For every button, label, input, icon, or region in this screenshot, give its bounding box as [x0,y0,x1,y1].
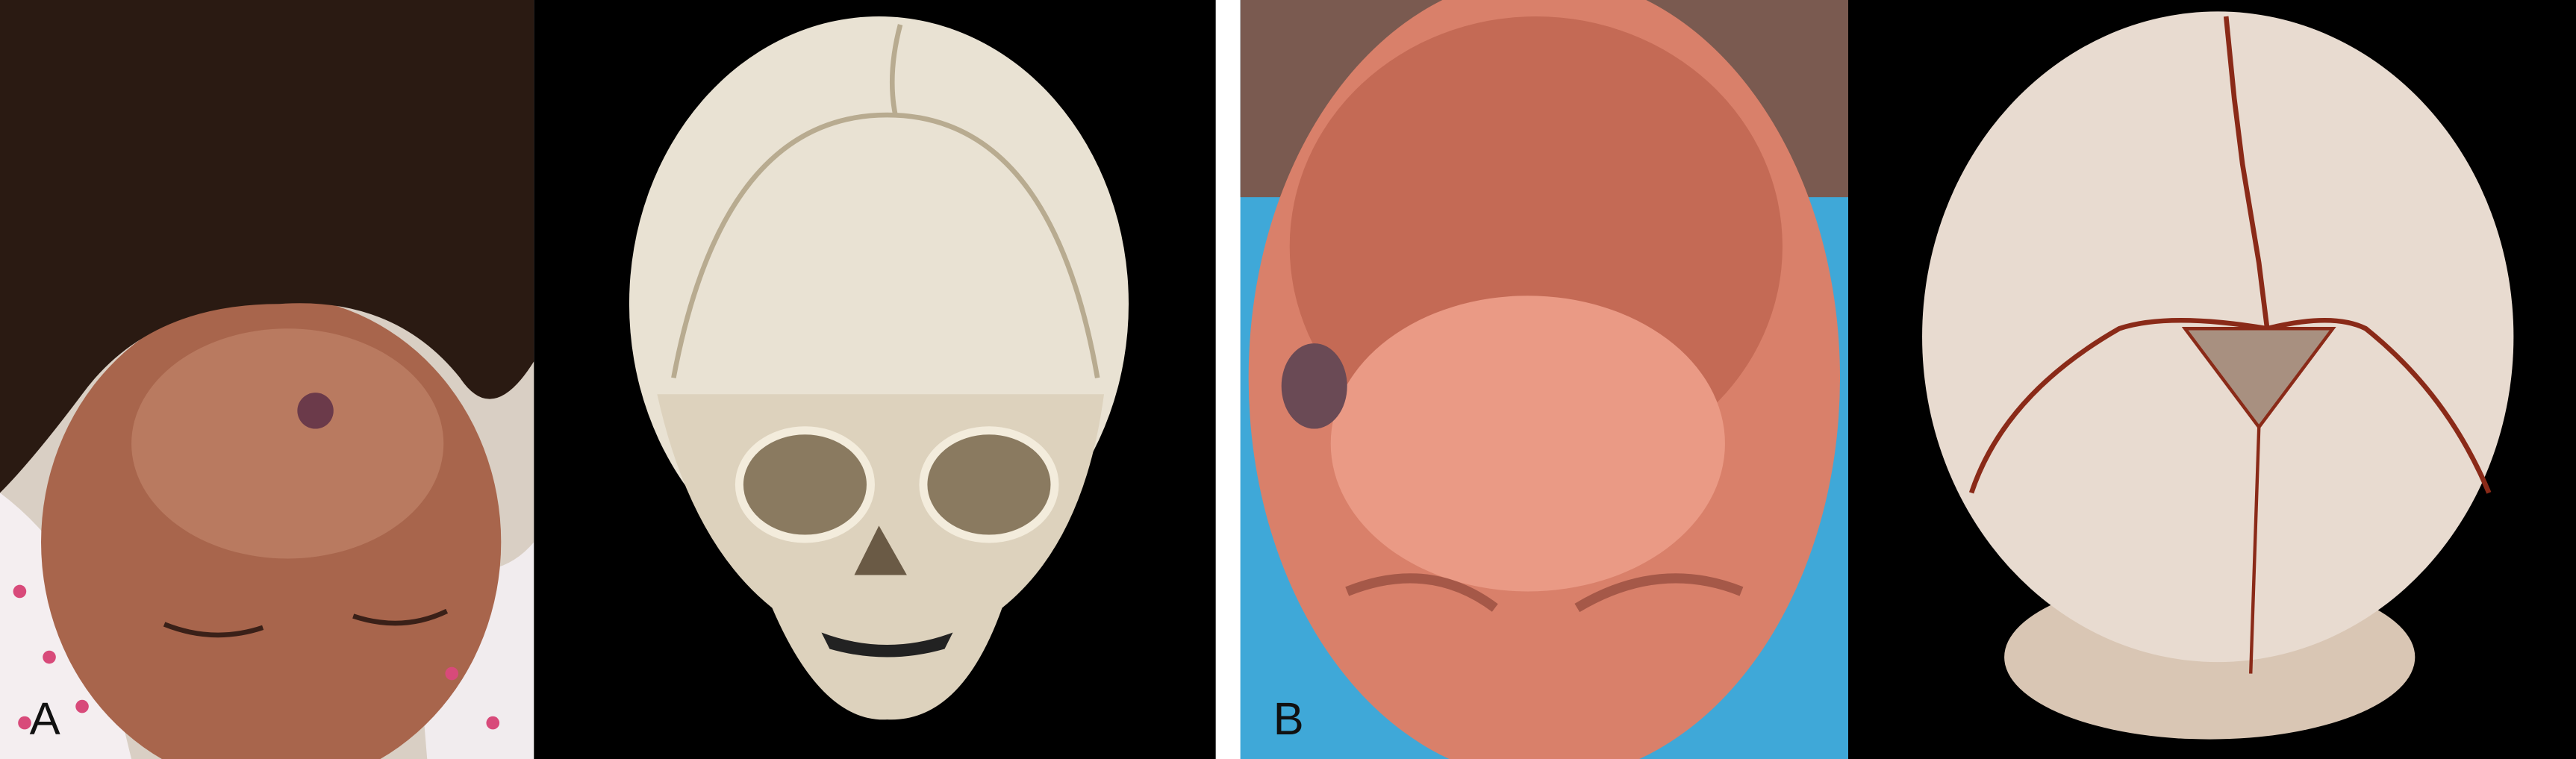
orbit [735,426,875,543]
mouth [821,632,953,658]
photo-a [0,0,534,759]
lesion [297,393,334,429]
shirt-dots [13,584,500,730]
closed-eyes [1345,573,1744,613]
suture [889,24,903,116]
suture [2223,16,2270,329]
suture [1968,317,2492,494]
suture [671,112,1100,378]
suture [2249,427,2261,674]
skull-b [1848,0,2576,759]
panel-label: A [30,693,60,745]
nasal-cavity [854,525,907,575]
orbit [919,426,1059,543]
eye [163,622,264,638]
panel-label: B [1273,693,1304,745]
skull-a [534,0,1216,759]
fontanelle [2181,327,2336,431]
forehead [1330,296,1725,592]
hair [0,0,534,493]
birthmark [1281,343,1347,429]
photo-b [1240,0,1849,759]
eye [352,608,449,626]
forehead [131,328,444,559]
